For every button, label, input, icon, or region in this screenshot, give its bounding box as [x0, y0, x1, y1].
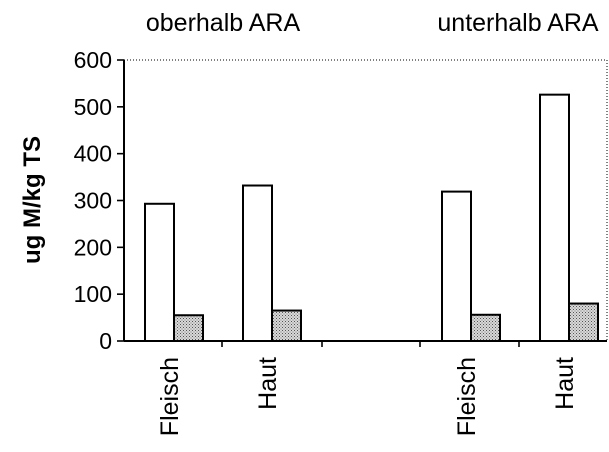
group-titles: oberhalb ARA unterhalb ARA [146, 9, 599, 37]
bar-series2-2 [271, 309, 302, 342]
bars [144, 93, 599, 343]
y-tick-label: 100 [74, 281, 112, 307]
x-ticks [221, 341, 520, 347]
y-tick-label: 500 [74, 94, 112, 120]
bar-series2-1 [173, 314, 204, 343]
category-label: Fleisch [156, 357, 184, 436]
category-labels: Fleisch Haut Fleisch Haut [156, 357, 579, 436]
y-tick-label: 200 [74, 234, 112, 260]
category-label: Haut [254, 357, 282, 410]
y-ticks: 0 100 200 300 400 500 600 [74, 47, 124, 354]
group-title: unterhalb ARA [437, 9, 599, 37]
group-title: oberhalb ARA [146, 9, 301, 37]
bar-series1-1 [144, 202, 175, 342]
bar-series1-2 [242, 184, 273, 342]
y-tick-label: 0 [99, 328, 112, 354]
y-axis-label: ug M/kg TS [19, 136, 46, 264]
bar-series2-4 [568, 302, 599, 342]
category-label: Haut [551, 357, 579, 410]
y-tick-label: 300 [74, 188, 112, 214]
y-tick-label: 600 [74, 47, 112, 73]
category-label: Fleisch [453, 357, 481, 436]
bar-series2-3 [470, 313, 501, 343]
bar-series1-4 [539, 93, 570, 343]
y-tick-label: 400 [74, 141, 112, 167]
bar-series1-3 [441, 190, 472, 342]
